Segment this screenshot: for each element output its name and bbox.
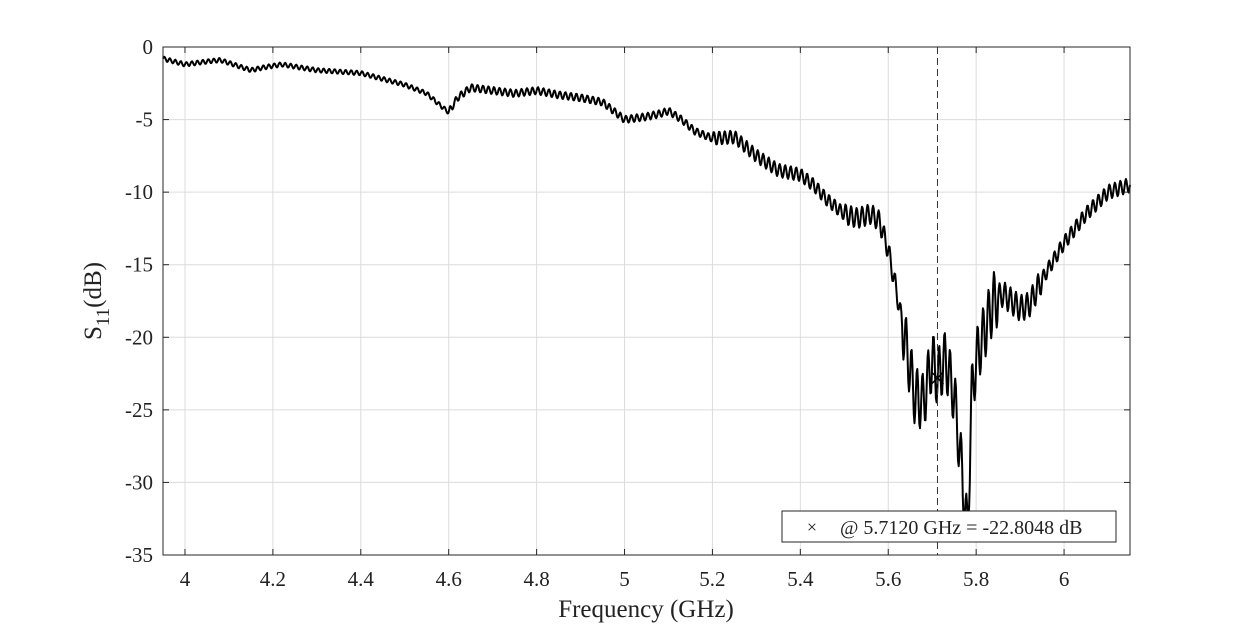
x-tick-label: 5 xyxy=(619,567,630,591)
y-tick-label: -5 xyxy=(136,108,154,132)
y-axis-ticks: 0 -5 -10 -15 -20 -25 -30 -35 xyxy=(125,35,1130,567)
datatip-frame xyxy=(781,510,1117,543)
datatip-text: @ 5.7120 GHz = -22.8048 dB xyxy=(840,517,1082,539)
x-axis-label: Frequency (GHz) xyxy=(558,596,734,623)
plot-area-border xyxy=(162,46,1131,556)
marker-layer xyxy=(930,47,945,555)
y-tick-label: -25 xyxy=(125,398,153,422)
y-tick-label: -30 xyxy=(125,470,153,494)
x-tick-label: 5.8 xyxy=(963,567,989,591)
x-tick-label: 5.4 xyxy=(787,567,814,591)
marker-cross xyxy=(930,371,945,385)
y-tick-label: 0 xyxy=(143,35,154,59)
y-tick-label: -10 xyxy=(125,180,153,204)
x-tick-label: 6 xyxy=(1059,567,1070,591)
x-tick-label: 4.6 xyxy=(436,567,462,591)
y-axis-label-unit: (dB) xyxy=(80,262,107,308)
y-axis-label-subscript: 11 xyxy=(93,308,114,326)
datatip-box: × @ 5.7120 GHz = -22.8048 dB xyxy=(781,510,1117,543)
x-tick-label: 4 xyxy=(180,567,191,591)
x-tick-label: 4.8 xyxy=(523,567,549,591)
y-tick-label: -15 xyxy=(125,253,153,277)
y-axis-label-main: S xyxy=(80,326,107,340)
y-axis-label: S11(dB) xyxy=(80,262,114,340)
y-tick-label: -35 xyxy=(125,543,153,567)
datatip-symbol: × xyxy=(807,517,817,537)
x-tick-label: 4.4 xyxy=(348,567,375,591)
x-tick-label: 4.2 xyxy=(260,567,286,591)
x-tick-label: 5.6 xyxy=(875,567,901,591)
y-tick-label: -20 xyxy=(125,325,153,349)
x-axis-ticks: 4 4.2 4.4 4.6 4.8 5 5.2 5.4 5.6 5.8 6 xyxy=(180,47,1070,591)
x-tick-label: 5.2 xyxy=(699,567,725,591)
